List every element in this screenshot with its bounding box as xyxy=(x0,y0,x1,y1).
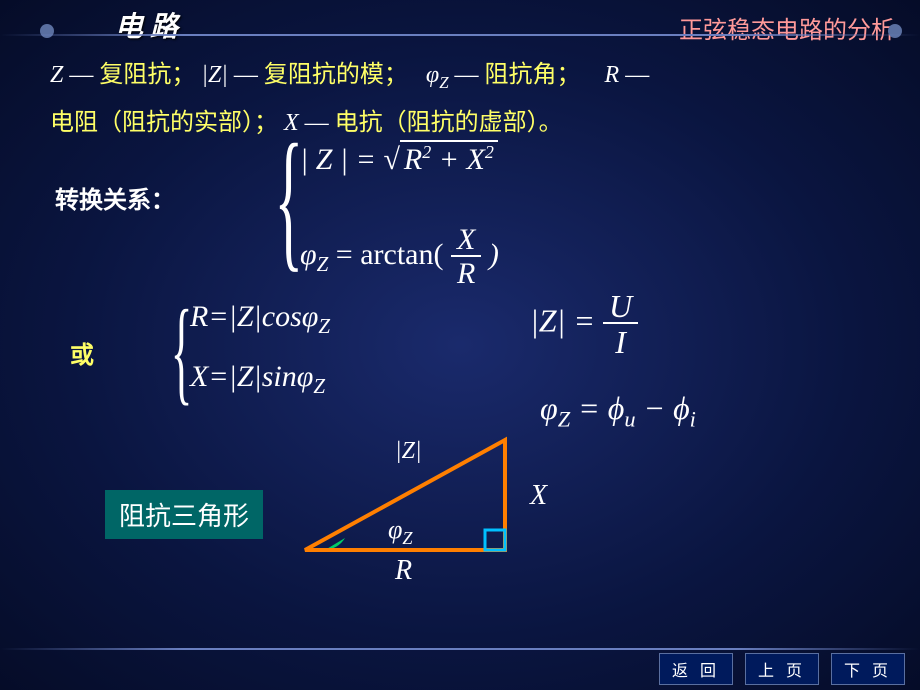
dash: — xyxy=(234,62,258,88)
zmod-ui-lhs: |Z| = xyxy=(530,302,603,338)
phi-lhs-sub: Z xyxy=(317,252,329,276)
frac-num: X xyxy=(451,225,481,257)
definitions-line: Z — 复阻抗； |Z| — 复阻抗的模； φZ — 阻抗角； R — 电阻（阻… xyxy=(50,55,890,143)
next-button[interactable]: 下 页 xyxy=(831,653,905,685)
header: 电 路 正弦稳态电路的分析 xyxy=(0,0,920,40)
sqrt-body: R2 + X2 xyxy=(400,140,498,177)
phi-i: ϕ xyxy=(673,390,690,426)
title-left: 电 路 xyxy=(115,5,178,45)
back-button[interactable]: 返 回 xyxy=(659,653,733,685)
equation-zmod: | Z | = √R2 + X2 xyxy=(300,140,498,177)
equation-phi-diff: φZ = ϕu − ϕi xyxy=(540,390,696,432)
phi-def: 阻抗角； xyxy=(485,62,581,88)
equation-phi: φZ = arctan( X R ) xyxy=(300,225,499,289)
close-paren: ) xyxy=(489,238,499,271)
phiz-sub2: Z xyxy=(313,374,325,398)
triangle-r-label: R xyxy=(395,555,412,587)
sqrt-x: X xyxy=(466,143,484,176)
phiz-sub: Z xyxy=(318,314,330,338)
equation-x: X=|Z|sinφZ xyxy=(190,360,325,399)
phi-lhs: φ xyxy=(300,238,317,271)
sqrt-x-sq: 2 xyxy=(485,142,494,162)
phi-u: ϕ xyxy=(608,390,625,426)
zmod-def: 复阻抗的模； xyxy=(264,62,408,88)
r-eq-text: R=|Z|cos xyxy=(190,300,302,333)
eqsign: = xyxy=(578,390,608,426)
r-symbol: R xyxy=(605,62,620,88)
title-right: 正弦稳态电路的分析 xyxy=(679,10,895,45)
x-def: 电抗（阻抗的虚部）。 xyxy=(335,110,563,136)
prev-button[interactable]: 上 页 xyxy=(745,653,819,685)
frac-den: R xyxy=(451,257,481,289)
phi-u-sub: u xyxy=(624,406,635,431)
r-def: 电阻（阻抗的实部）； xyxy=(50,110,278,136)
frac-ui: U I xyxy=(603,290,638,358)
plus: + xyxy=(431,143,466,176)
dash: — xyxy=(69,62,99,88)
tri-phi: φ xyxy=(388,515,402,544)
nav-bar: 返 回 上 页 下 页 xyxy=(659,653,905,685)
equation-r: R=|Z|cosφZ xyxy=(190,300,330,339)
phi-symbol: φ xyxy=(426,62,439,88)
triangle-x-label: X xyxy=(530,480,547,512)
triangle-phi-label: φZ xyxy=(388,515,413,549)
sqrt-r: R xyxy=(404,143,422,176)
content: Z — 复阻抗； |Z| — 复阻抗的模； φZ — 阻抗角； R — 电阻（阻… xyxy=(50,55,890,143)
dash: — xyxy=(305,110,329,136)
dash: — xyxy=(455,62,479,88)
sqrt-sign: √ xyxy=(383,143,399,176)
zmod-symbol: |Z| xyxy=(201,62,228,88)
sqrt-r-sq: 2 xyxy=(422,142,431,162)
phiz: φ xyxy=(302,300,319,333)
z-symbol: Z xyxy=(50,62,63,88)
minus: − xyxy=(644,390,674,426)
pd-sub: Z xyxy=(558,406,570,431)
frac-xr: X R xyxy=(451,225,481,289)
tri-phi-sub: Z xyxy=(402,528,412,548)
phi-sub: Z xyxy=(439,73,448,92)
phi-i-sub: i xyxy=(690,406,696,431)
triangle-z-label: |Z| xyxy=(395,438,422,465)
conversion-label: 转换关系： xyxy=(55,180,175,215)
equation-zmod-ui: |Z| = U I xyxy=(530,290,638,358)
right-angle-icon xyxy=(485,530,505,550)
or-label: 或 xyxy=(70,335,94,370)
zmod-lhs: | Z | = xyxy=(300,143,376,176)
z-def: 复阻抗； xyxy=(99,62,195,88)
triangle-label-box: 阻抗三角形 xyxy=(105,490,263,539)
arctan: = arctan( xyxy=(336,238,444,271)
footer-rule xyxy=(0,648,920,650)
i-sym: I xyxy=(603,324,638,358)
header-rule xyxy=(0,34,920,36)
brace-large: { xyxy=(274,109,303,288)
pd-lhs: φ xyxy=(540,390,558,426)
dash: — xyxy=(625,62,649,88)
u-sym: U xyxy=(603,290,638,324)
phiz2: φ xyxy=(297,360,314,393)
x-eq-text: X=|Z|sin xyxy=(190,360,297,393)
